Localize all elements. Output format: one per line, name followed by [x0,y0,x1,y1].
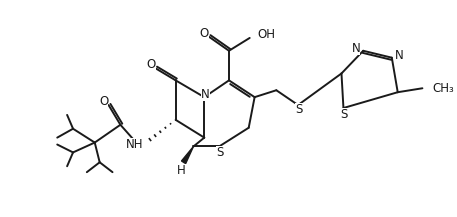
Text: OH: OH [258,28,276,41]
Text: S: S [217,146,224,159]
Text: N: N [351,42,360,55]
Text: N: N [395,49,404,62]
Polygon shape [181,146,193,164]
Text: N: N [201,88,210,101]
Text: S: S [295,104,303,117]
Text: NH: NH [126,138,143,151]
Text: O: O [200,26,209,39]
Text: O: O [146,58,156,71]
Text: CH₃: CH₃ [432,82,454,95]
Text: S: S [340,108,347,122]
Text: O: O [99,95,108,108]
Text: H: H [177,164,186,177]
